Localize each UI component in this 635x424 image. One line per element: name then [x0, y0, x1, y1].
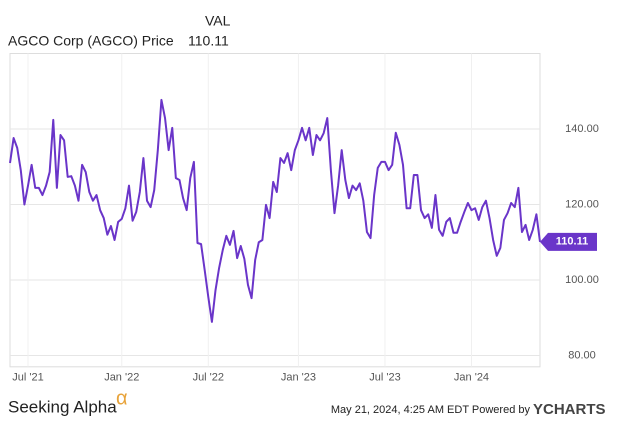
x-tick-label: Jul '21	[12, 372, 43, 384]
timestamp: May 21, 2024, 4:25 AM EDT Powered by	[331, 404, 531, 416]
x-tick-label: Jan '23	[281, 372, 316, 384]
y-tick-label: 140.00	[565, 123, 599, 135]
x-tick-label: Jan '24	[454, 372, 489, 384]
price-line	[9, 98, 541, 323]
series-header: VAL	[205, 13, 231, 29]
x-tick-label: Jul '22	[193, 372, 224, 384]
last-value-flag	[540, 232, 597, 251]
legend-value: 110.11	[188, 33, 229, 49]
source-logo: YCHARTS	[533, 401, 606, 418]
x-tick-label: Jan '22	[104, 372, 139, 384]
brand-symbol: α	[116, 387, 128, 409]
plot-frame	[9, 53, 541, 368]
last-value-label: 110.11	[556, 236, 588, 248]
y-tick-label: 120.00	[565, 198, 599, 210]
y-tick-label: 100.00	[565, 274, 599, 286]
x-tick-label: Jul '23	[369, 372, 400, 384]
brand: Seeking Alpha	[8, 397, 117, 416]
legend-name: AGCO Corp (AGCO) Price	[8, 33, 174, 49]
y-tick-label: 80.00	[568, 349, 596, 361]
